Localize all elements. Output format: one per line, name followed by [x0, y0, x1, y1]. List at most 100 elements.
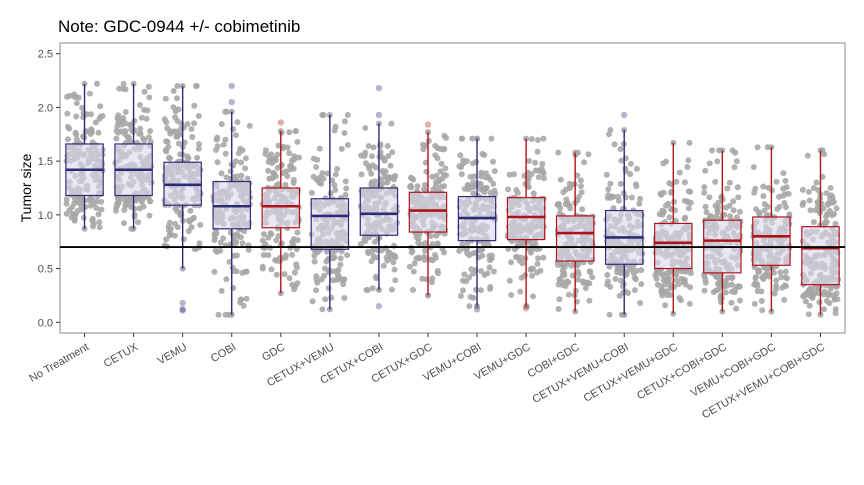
data-point	[472, 249, 479, 256]
data-point	[633, 165, 640, 172]
data-point	[528, 136, 535, 142]
data-point	[554, 262, 561, 268]
data-point	[323, 248, 330, 255]
data-point	[333, 268, 340, 275]
data-point	[338, 277, 345, 284]
data-point	[617, 146, 624, 153]
data-point	[338, 145, 345, 152]
data-point	[163, 148, 170, 155]
box-iqr	[359, 187, 399, 236]
data-point	[408, 175, 415, 182]
data-point	[179, 265, 186, 272]
data-point	[781, 296, 788, 303]
data-point	[778, 274, 785, 281]
data-point	[64, 136, 71, 143]
data-point	[526, 158, 533, 164]
data-point	[706, 194, 713, 201]
box-iqr	[261, 187, 301, 229]
data-point	[813, 179, 820, 186]
data-point	[164, 125, 171, 132]
data-point	[799, 202, 806, 208]
data-point	[311, 252, 318, 259]
data-point	[92, 119, 99, 126]
data-point	[334, 166, 341, 172]
data-point	[146, 212, 153, 219]
data-point	[817, 147, 824, 154]
box-9	[457, 138, 497, 313]
data-point	[736, 297, 743, 304]
outlier-point	[375, 111, 383, 119]
data-point	[93, 205, 100, 212]
data-point	[663, 288, 670, 295]
y-tick-label: 2.0	[38, 102, 53, 114]
data-point	[722, 279, 729, 286]
data-point	[728, 299, 735, 306]
data-point	[754, 288, 761, 295]
data-point	[665, 278, 672, 285]
data-point	[608, 193, 615, 200]
data-point	[73, 100, 80, 107]
data-point	[628, 160, 634, 167]
data-point	[228, 108, 235, 115]
data-point	[530, 190, 537, 197]
data-point	[242, 155, 249, 162]
data-point	[337, 255, 344, 262]
data-point	[722, 289, 729, 296]
data-point	[622, 165, 629, 172]
data-point	[173, 128, 180, 135]
x-tick-label: VEMU+GDC	[472, 341, 532, 383]
data-point	[810, 185, 817, 191]
data-point	[230, 126, 237, 133]
data-point	[375, 247, 381, 254]
data-point	[505, 186, 512, 193]
data-point	[88, 111, 94, 118]
data-point	[188, 126, 195, 132]
data-point	[461, 185, 468, 192]
y-tick-label: 0.5	[38, 264, 53, 276]
data-point	[322, 296, 329, 303]
data-point	[194, 154, 201, 161]
data-point	[586, 280, 593, 287]
data-point	[701, 184, 708, 191]
data-point	[113, 207, 119, 214]
data-point	[760, 193, 767, 200]
data-point	[569, 272, 576, 279]
data-point	[325, 285, 332, 292]
data-point	[294, 138, 301, 145]
data-point	[384, 179, 391, 186]
data-point	[214, 143, 221, 150]
data-point	[680, 279, 687, 286]
data-point	[272, 173, 279, 180]
data-point	[319, 306, 326, 313]
data-point	[122, 198, 129, 205]
data-point	[762, 265, 769, 272]
data-point	[458, 135, 465, 142]
data-point	[171, 232, 178, 239]
data-point	[97, 113, 104, 120]
data-point	[681, 197, 688, 204]
data-point	[430, 186, 437, 193]
data-point	[344, 112, 351, 118]
data-point	[782, 177, 789, 184]
data-point	[313, 164, 320, 170]
data-point	[780, 192, 786, 199]
data-point	[289, 251, 296, 258]
data-point	[773, 178, 780, 185]
data-point	[368, 258, 375, 265]
data-point	[751, 300, 758, 307]
data-point	[435, 270, 441, 277]
data-point	[410, 286, 416, 293]
data-point	[737, 208, 743, 215]
data-point	[726, 202, 733, 209]
data-point	[358, 152, 365, 159]
data-point	[185, 155, 192, 161]
data-point	[706, 160, 713, 167]
data-point	[511, 171, 518, 178]
data-point	[433, 232, 440, 239]
data-point	[703, 209, 710, 216]
data-point	[653, 275, 660, 282]
data-point	[213, 136, 220, 143]
data-point	[676, 169, 683, 176]
data-point	[637, 300, 644, 306]
data-point	[728, 281, 735, 288]
